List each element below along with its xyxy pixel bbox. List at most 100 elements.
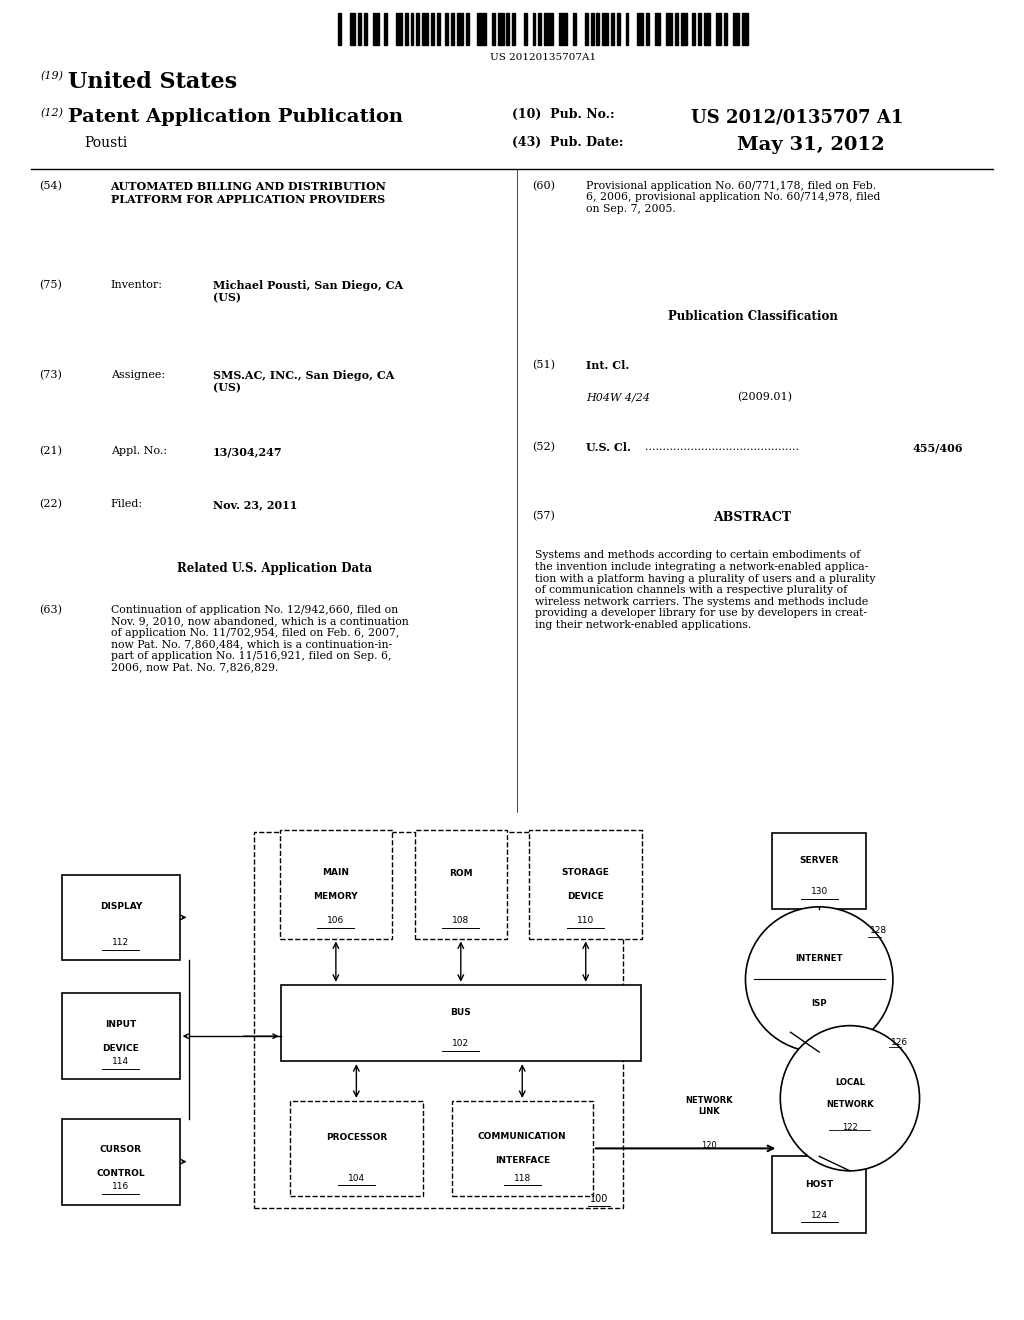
Text: (2009.01): (2009.01) bbox=[737, 392, 793, 403]
Bar bbox=[654, 13, 660, 45]
Text: INPUT: INPUT bbox=[105, 1020, 136, 1028]
Text: STORAGE: STORAGE bbox=[562, 869, 609, 876]
Bar bbox=[452, 13, 454, 45]
Text: 112: 112 bbox=[113, 939, 129, 948]
Text: AUTOMATED BILLING AND DISTRIBUTION
PLATFORM FOR APPLICATION PROVIDERS: AUTOMATED BILLING AND DISTRIBUTION PLATF… bbox=[111, 181, 386, 205]
Bar bbox=[539, 13, 542, 45]
Bar bbox=[724, 13, 727, 45]
Bar bbox=[616, 13, 620, 45]
Text: 108: 108 bbox=[453, 916, 469, 925]
Bar bbox=[675, 13, 678, 45]
Ellipse shape bbox=[745, 907, 893, 1052]
Text: 128: 128 bbox=[870, 927, 888, 935]
Bar bbox=[445, 13, 449, 45]
Text: 122: 122 bbox=[842, 1123, 858, 1131]
Text: DISPLAY: DISPLAY bbox=[99, 903, 142, 911]
Text: (57): (57) bbox=[532, 511, 555, 521]
Bar bbox=[733, 13, 738, 45]
Bar bbox=[524, 13, 526, 45]
Text: INTERNET: INTERNET bbox=[796, 954, 843, 962]
Text: MAIN: MAIN bbox=[323, 869, 349, 876]
Text: 106: 106 bbox=[328, 916, 344, 925]
Text: 126: 126 bbox=[891, 1039, 908, 1047]
Text: (54): (54) bbox=[39, 181, 61, 191]
Text: (22): (22) bbox=[39, 499, 61, 510]
Text: (19): (19) bbox=[41, 71, 63, 82]
Text: H04W 4/24: H04W 4/24 bbox=[586, 392, 649, 403]
Bar bbox=[573, 13, 577, 45]
Bar bbox=[396, 13, 401, 45]
Text: 102: 102 bbox=[453, 1039, 469, 1048]
Bar bbox=[436, 13, 439, 45]
Bar bbox=[417, 13, 419, 45]
Text: Publication Classification: Publication Classification bbox=[668, 310, 838, 323]
Text: 455/406: 455/406 bbox=[912, 442, 963, 453]
Text: NETWORK
LINK: NETWORK LINK bbox=[685, 1097, 732, 1115]
Bar bbox=[772, 833, 866, 909]
Bar bbox=[692, 13, 695, 45]
Text: 100: 100 bbox=[590, 1193, 608, 1204]
Text: SERVER: SERVER bbox=[800, 857, 839, 865]
Bar bbox=[61, 875, 180, 961]
Bar bbox=[585, 13, 588, 45]
Bar bbox=[667, 13, 672, 45]
Ellipse shape bbox=[780, 1026, 920, 1171]
Text: 114: 114 bbox=[113, 1057, 129, 1067]
Text: COMMUNICATION: COMMUNICATION bbox=[478, 1133, 566, 1140]
Text: SMS.AC, INC., San Diego, CA
(US): SMS.AC, INC., San Diego, CA (US) bbox=[213, 370, 394, 393]
Bar bbox=[384, 13, 387, 45]
Bar bbox=[280, 830, 392, 939]
Bar bbox=[529, 830, 642, 939]
Text: 120: 120 bbox=[700, 1142, 717, 1150]
Text: (63): (63) bbox=[39, 605, 61, 615]
Text: (10)  Pub. No.:: (10) Pub. No.: bbox=[512, 108, 614, 121]
Text: Assignee:: Assignee: bbox=[111, 370, 165, 380]
Bar bbox=[422, 13, 428, 45]
Text: HOST: HOST bbox=[805, 1180, 834, 1188]
Bar bbox=[365, 13, 367, 45]
Bar bbox=[404, 13, 408, 45]
Bar bbox=[452, 1101, 593, 1196]
Bar bbox=[646, 13, 649, 45]
Text: Systems and methods according to certain embodiments of
the invention include in: Systems and methods according to certain… bbox=[535, 550, 876, 630]
Text: DEVICE: DEVICE bbox=[567, 892, 604, 900]
Bar bbox=[358, 13, 361, 45]
Bar bbox=[507, 13, 509, 45]
Bar bbox=[681, 13, 686, 45]
Bar bbox=[698, 13, 701, 45]
Text: 118: 118 bbox=[514, 1173, 530, 1183]
Text: LOCAL: LOCAL bbox=[835, 1078, 865, 1086]
Text: (73): (73) bbox=[39, 370, 61, 380]
Text: 130: 130 bbox=[811, 887, 827, 896]
Bar bbox=[559, 13, 567, 45]
Text: CURSOR: CURSOR bbox=[99, 1146, 142, 1154]
Text: (75): (75) bbox=[39, 280, 61, 290]
Bar bbox=[626, 13, 629, 45]
Text: ISP: ISP bbox=[811, 999, 827, 1007]
Text: (12): (12) bbox=[41, 108, 63, 119]
Text: NETWORK: NETWORK bbox=[826, 1101, 873, 1109]
Bar bbox=[373, 13, 379, 45]
Bar bbox=[431, 13, 434, 45]
Text: (52): (52) bbox=[532, 442, 555, 453]
Bar bbox=[254, 832, 623, 1208]
Bar bbox=[512, 13, 515, 45]
Text: Appl. No.:: Appl. No.: bbox=[111, 446, 167, 457]
Text: Nov. 23, 2011: Nov. 23, 2011 bbox=[213, 499, 297, 510]
Bar bbox=[349, 13, 355, 45]
Bar bbox=[61, 1119, 180, 1204]
Text: ABSTRACT: ABSTRACT bbox=[714, 511, 792, 524]
Text: Patent Application Publication: Patent Application Publication bbox=[68, 108, 402, 127]
Text: US 20120135707A1: US 20120135707A1 bbox=[489, 53, 596, 62]
Bar bbox=[466, 13, 469, 45]
Bar bbox=[281, 985, 641, 1061]
Text: US 2012/0135707 A1: US 2012/0135707 A1 bbox=[691, 108, 903, 127]
Bar bbox=[772, 1156, 866, 1233]
Bar bbox=[703, 13, 710, 45]
Text: (43)  Pub. Date:: (43) Pub. Date: bbox=[512, 136, 624, 149]
Text: 116: 116 bbox=[113, 1183, 129, 1191]
Text: Related U.S. Application Data: Related U.S. Application Data bbox=[177, 562, 372, 576]
Bar bbox=[611, 13, 614, 45]
Text: U.S. Cl.: U.S. Cl. bbox=[586, 442, 635, 453]
Bar bbox=[498, 13, 504, 45]
